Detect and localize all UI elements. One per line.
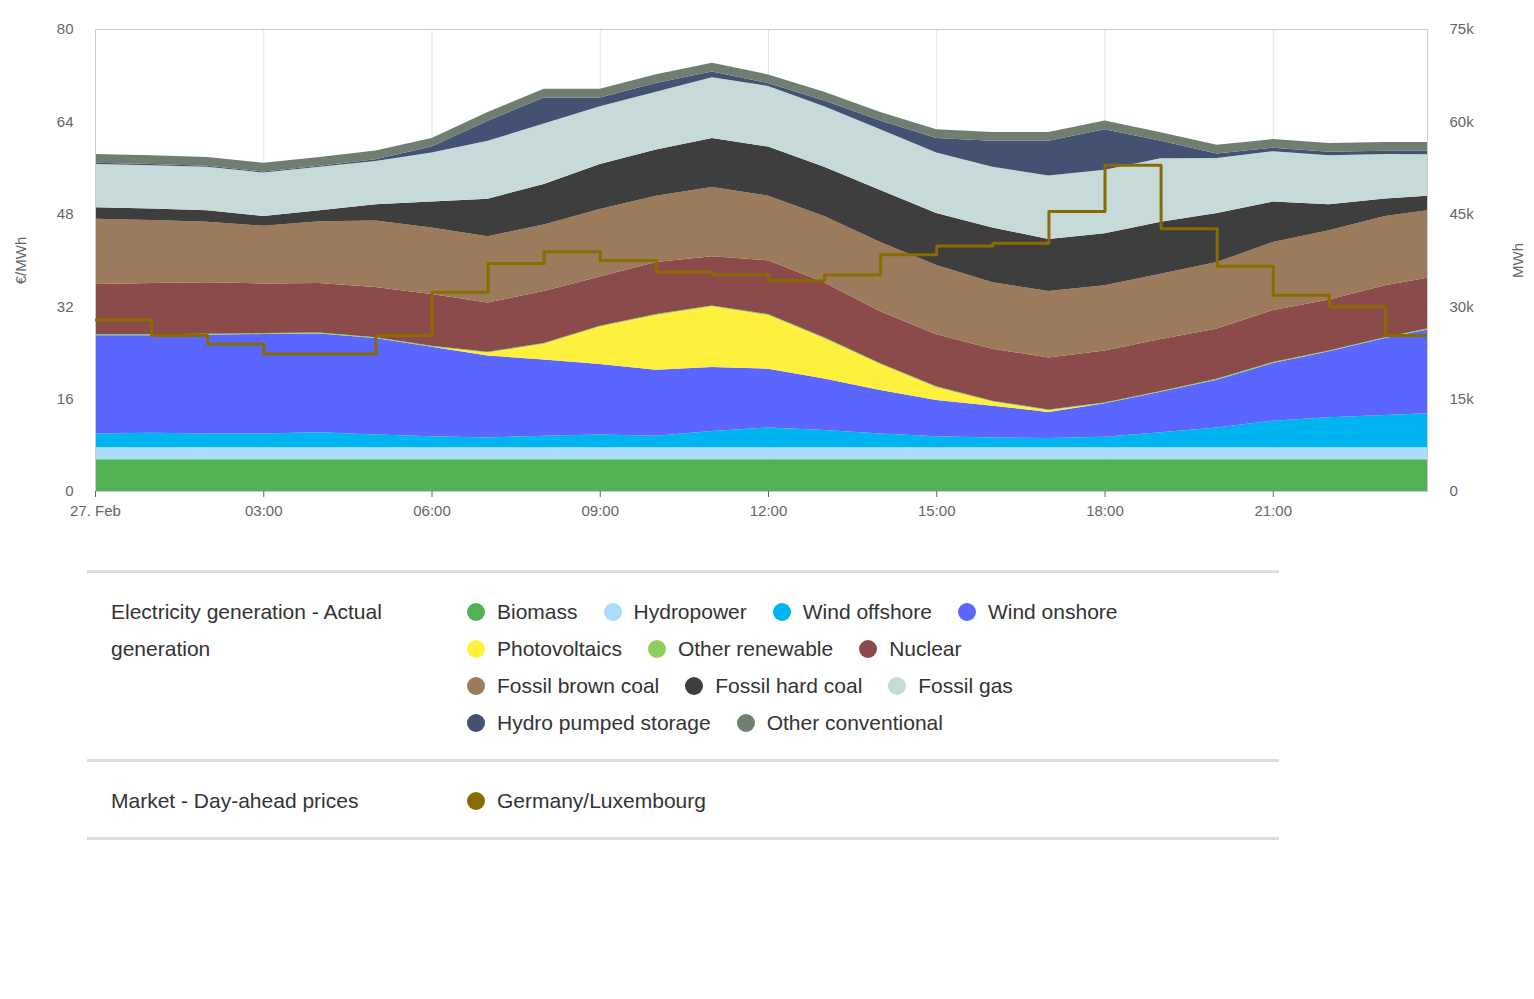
svg-text:0: 0 (1450, 482, 1458, 499)
svg-text:75k: 75k (1450, 20, 1475, 37)
svg-text:21:00: 21:00 (1254, 502, 1292, 519)
svg-text:0: 0 (65, 482, 73, 499)
svg-text:06:00: 06:00 (413, 502, 451, 519)
svg-text:60k: 60k (1450, 113, 1475, 130)
svg-text:09:00: 09:00 (581, 502, 619, 519)
html-text:Wind onshore: Wind onshore (987, 600, 1118, 623)
html-text:Electricity generation - Actua: Electricity generation - Actual generati… (111, 600, 382, 660)
html-text:Wind offshore: Wind offshore (802, 600, 932, 623)
html-text:Other renewable: Other renewable (677, 637, 834, 660)
svg-text:80: 80 (57, 20, 74, 37)
html-text:Fossil gas: Fossil gas (918, 674, 1013, 697)
svg-text:12:00: 12:00 (750, 502, 788, 519)
svg-text:32: 32 (57, 298, 74, 315)
svg-text:15k: 15k (1450, 390, 1475, 407)
svg-text:03:00: 03:00 (245, 502, 283, 519)
svg-text:16: 16 (57, 390, 74, 407)
html-text:Hydropower: Hydropower (633, 600, 747, 623)
svg-text:27. Feb: 27. Feb (70, 502, 121, 519)
svg-text:€/MWh: €/MWh (12, 237, 29, 285)
svg-text:64: 64 (57, 113, 74, 130)
html-text:Market - Day-ahead prices: Market - Day-ahead prices (111, 789, 359, 812)
html-text:Germany/Luxembourg: Germany/Luxembourg (497, 789, 706, 812)
html-text:Other conventional: Other conventional (766, 711, 943, 734)
svg-text:30k: 30k (1450, 298, 1475, 315)
svg-text:MWh: MWh (1509, 243, 1526, 278)
html-text:Photovoltaics: Photovoltaics (497, 637, 622, 660)
svg-text:48: 48 (57, 205, 74, 222)
html-text:Nuclear: Nuclear (889, 637, 962, 660)
svg-text:18:00: 18:00 (1086, 502, 1124, 519)
svg-text:45k: 45k (1450, 205, 1475, 222)
html-text:Fossil brown coal: Fossil brown coal (497, 674, 660, 697)
html-text:Hydro pumped storage: Hydro pumped storage (497, 711, 711, 734)
html-text:Fossil hard coal: Fossil hard coal (715, 674, 863, 697)
svg-text:15:00: 15:00 (918, 502, 956, 519)
html-text:Biomass: Biomass (497, 600, 578, 623)
